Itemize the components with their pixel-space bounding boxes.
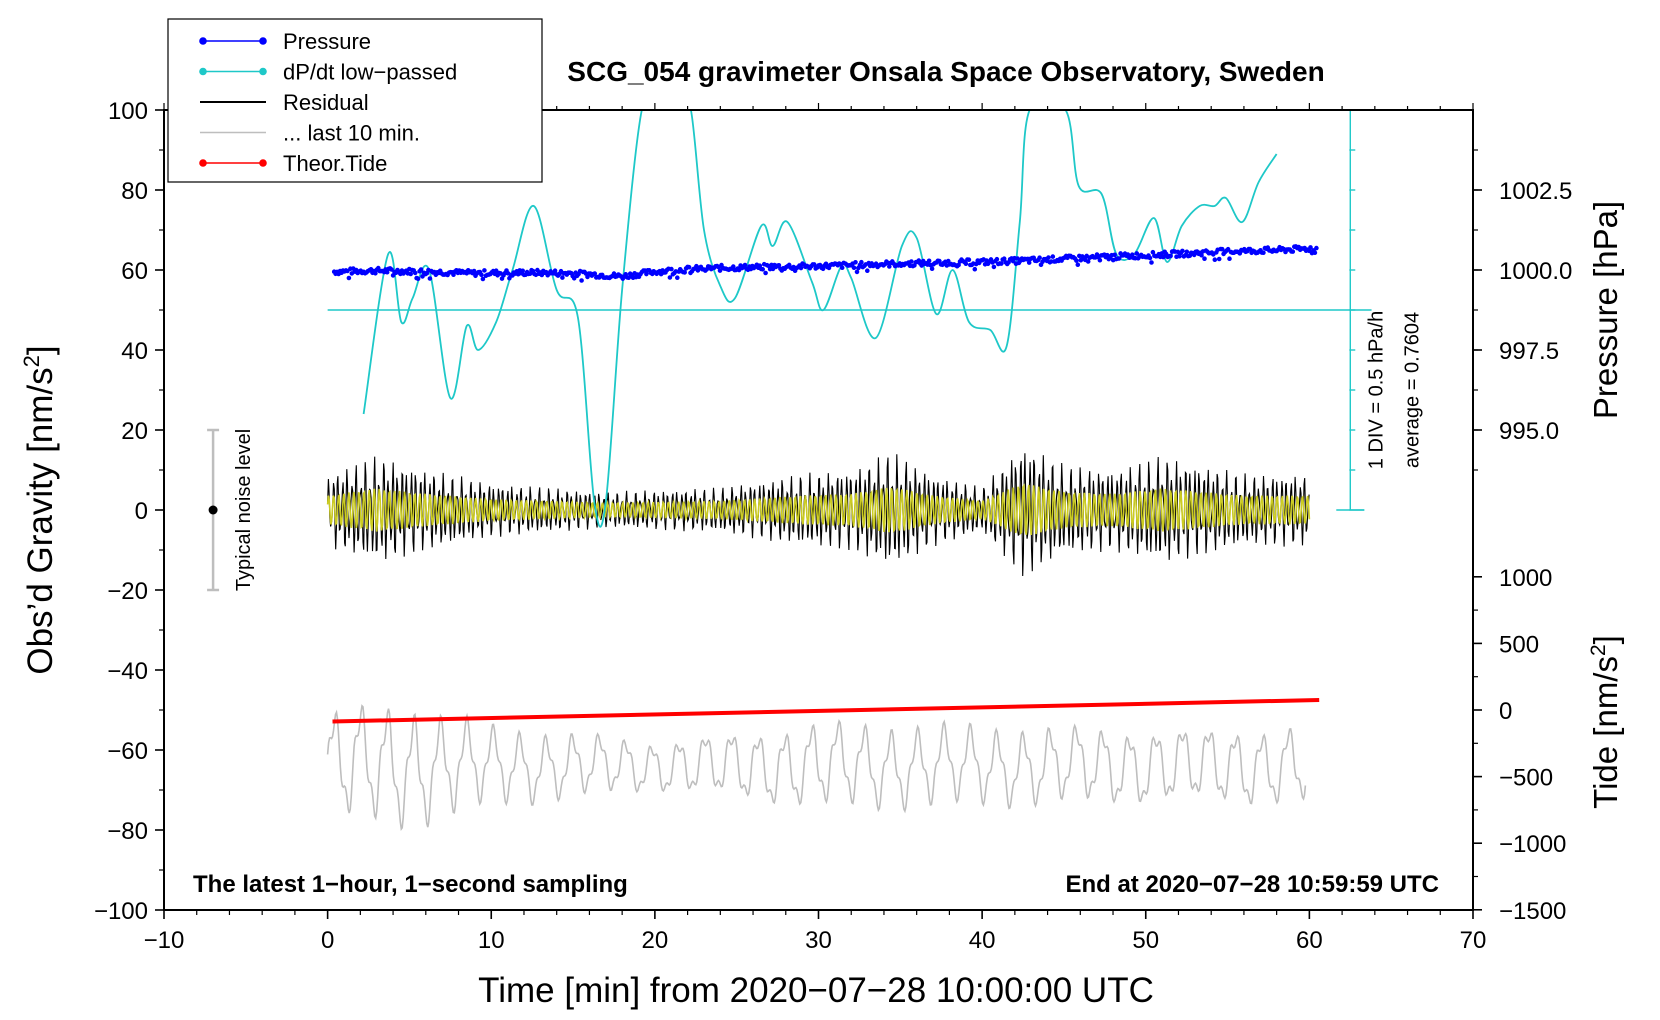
legend-label: Theor.Tide [283, 151, 387, 176]
x-tick-label: 30 [805, 927, 832, 954]
tide-tick-label: 1000 [1499, 565, 1552, 592]
x-tick-label: 50 [1132, 927, 1159, 954]
x-tick-label: 0 [321, 927, 334, 954]
series-last-10-min-line [326, 704, 1307, 832]
dpdt-average-label: average = 0.7604 [1401, 312, 1423, 468]
y-axis-label-tide-main: Tide [nm/s [1587, 656, 1624, 809]
tide-tick-label: 0 [1499, 698, 1512, 725]
y-tick-label: −60 [107, 738, 148, 765]
x-axis-label: Time [min] from 2020−07−28 10:00:00 UTC [478, 971, 1154, 1010]
x-tick-label: 60 [1296, 927, 1323, 954]
series-theor-tide-line [332, 698, 1320, 724]
y-axis-label-tide-close: ] [1587, 635, 1624, 644]
noise-center-dot [208, 505, 218, 515]
noise-label: Typical noise level [233, 429, 255, 591]
legend-label: Pressure [283, 29, 371, 54]
tide-tick-label: −1000 [1499, 831, 1566, 858]
tide-tick-label: 500 [1499, 631, 1539, 658]
legend-marker-end [259, 67, 267, 76]
tide-tick-label: −500 [1499, 765, 1553, 792]
y-tick-label: −80 [107, 818, 148, 845]
y-tick-label: 80 [121, 178, 148, 205]
pressure-tick-label: 1002.5 [1499, 178, 1572, 205]
noise-indicator: Typical noise level [207, 428, 255, 592]
tide-tick-label: −1500 [1499, 898, 1566, 925]
x-tick-label: 20 [642, 927, 669, 954]
series-residual-smoothed-line [326, 483, 1311, 536]
dpdt-div-label: 1 DIV = 0.5 hPa/h [1365, 311, 1387, 469]
legend-marker-end [259, 37, 267, 45]
legend-box [167, 18, 543, 183]
y-tick-label: 0 [135, 498, 148, 525]
axes-layer: −10 0 10 20 30 40 50 60 70100806040200−20−40−60−… [94, 98, 1572, 954]
legend-marker-start [199, 37, 207, 45]
series-pressure-points [331, 244, 1319, 283]
y-axis-label-left: Obs’d Gravity [nm/s2] [19, 345, 60, 674]
y-tick-label: 60 [121, 258, 148, 285]
y-axis-label-left-sup: 2 [19, 355, 44, 367]
legend-label: ... last 10 min. [283, 121, 420, 146]
x-tick-label: −10 [144, 927, 185, 954]
y-axis-label-left-close: ] [21, 345, 60, 355]
pressure-tick-label: 997.5 [1499, 338, 1559, 365]
legend-marker-start [199, 159, 207, 167]
y-tick-label: −40 [107, 658, 148, 685]
y-tick-label: −20 [107, 578, 148, 605]
y-tick-label: −100 [94, 898, 148, 925]
legend-marker-end [259, 159, 267, 167]
pressure-tick-label: 1000.0 [1499, 258, 1572, 285]
pressure-tick-label: 995.0 [1499, 418, 1559, 445]
series-pressure [331, 244, 1319, 283]
y-tick-label: 40 [121, 338, 148, 365]
y-axis-label-tide: Tide [nm/s2] [1587, 635, 1624, 809]
x-tick-label: 70 [1460, 927, 1487, 954]
chart-title: SCG_054 gravimeter Onsala Space Observat… [567, 56, 1324, 87]
dpdt-scale: 1 DIV = 0.5 hPa/h average = 0.7604 [327, 109, 1423, 511]
x-tick-label: 10 [478, 927, 505, 954]
legend-marker-start [199, 67, 207, 76]
y-tick-label: 100 [108, 98, 148, 125]
legend-label: Residual [283, 90, 369, 115]
annotation-end-time: End at 2020−07−28 10:59:59 UTC [1065, 871, 1439, 898]
y-axis-label-pressure: Pressure [hPa] [1587, 201, 1624, 419]
legend: Pressure dP/dt low−passed Residual ... last… [167, 18, 543, 183]
x-tick-label: 40 [969, 927, 996, 954]
y-axis-label-left-main: Obs’d Gravity [nm/s [21, 367, 60, 674]
y-axis-label-tide-sup: 2 [1587, 644, 1610, 656]
y-tick-label: 20 [121, 418, 148, 445]
legend-label: dP/dt low−passed [283, 60, 457, 85]
annotation-sampling: The latest 1−hour, 1−second sampling [193, 871, 628, 898]
